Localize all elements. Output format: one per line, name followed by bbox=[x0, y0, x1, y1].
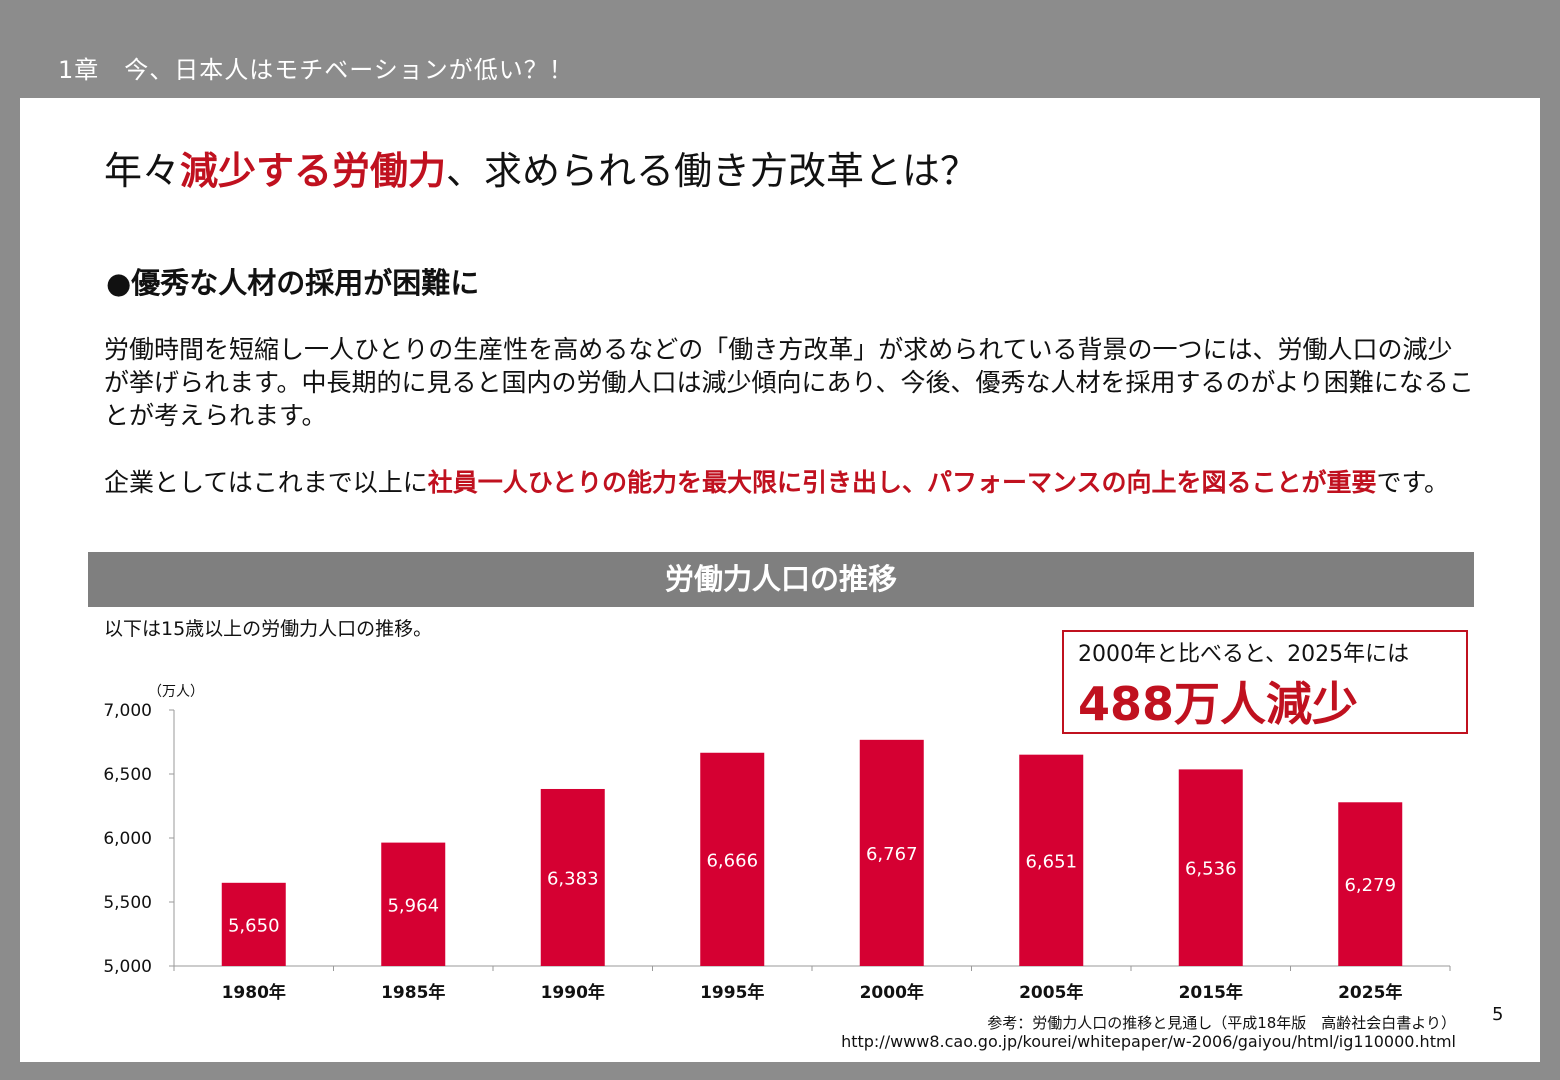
y-axis-unit: （万人） bbox=[148, 684, 204, 700]
slide: 年々減少する労働力、求められる働き方改革とは？ ●優秀な人材の採用が困難に 労働… bbox=[20, 98, 1540, 1062]
x-category-label: 1990年 bbox=[541, 982, 605, 1003]
bar bbox=[221, 882, 286, 966]
paragraph2-highlight: 社員一人ひとりの能力を最大限に引き出し、パフォーマンスの向上を図ることが重要 bbox=[427, 468, 1377, 497]
page-number: 5 bbox=[1492, 1004, 1504, 1025]
x-category-label: 1980年 bbox=[222, 982, 286, 1003]
x-category-label: 2025年 bbox=[1338, 982, 1402, 1003]
chart-band-title: 労働力人口の推移 bbox=[88, 552, 1474, 607]
bar bbox=[381, 842, 446, 966]
chapter-heading: 1章 今、日本人はモチベーションが低い？！ bbox=[58, 56, 574, 84]
bar bbox=[1338, 802, 1403, 966]
section-heading: ●優秀な人材の採用が困難に bbox=[106, 266, 480, 300]
y-tick-label: 6,500 bbox=[103, 765, 152, 785]
slide-title: 年々減少する労働力、求められる働き方改革とは？ bbox=[104, 140, 978, 195]
x-category-label: 2005年 bbox=[1019, 982, 1083, 1003]
callout-text: 2000年と比べると、2025年には bbox=[1078, 642, 1410, 667]
bar-value-label: 6,767 bbox=[866, 844, 918, 865]
bar-value-label: 5,964 bbox=[387, 895, 439, 916]
y-tick-label: 5,000 bbox=[103, 957, 152, 977]
source-citation: 参考：労働力人口の推移と見通し（平成18年版 高齢社会白書より） bbox=[987, 1014, 1456, 1032]
paragraph2-suffix: です。 bbox=[1376, 468, 1450, 497]
bar-value-label: 6,279 bbox=[1344, 875, 1396, 896]
bar bbox=[540, 788, 605, 966]
title-prefix: 年々 bbox=[104, 149, 181, 193]
bar-value-label: 5,650 bbox=[228, 915, 280, 936]
body-paragraph-2: 企業としてはこれまで以上に社員一人ひとりの能力を最大限に引き出し、パフォーマンス… bbox=[104, 466, 1474, 499]
body-paragraph-1: 労働時間を短縮し一人ひとりの生産性を高めるなどの「働き方改革」が求められている背… bbox=[104, 335, 1474, 430]
y-tick-label: 7,000 bbox=[103, 701, 152, 721]
bar-chart: （万人） 5,000 5,500 6,000 6,500 7,000 5,650 1980年 5… bbox=[103, 684, 1451, 1003]
bar bbox=[1019, 754, 1084, 966]
callout-box: 2000年と比べると、2025年には 488万人減少 bbox=[1062, 630, 1468, 734]
x-category-label: 2015年 bbox=[1179, 982, 1243, 1003]
bar bbox=[700, 752, 765, 966]
y-tick-label: 6,000 bbox=[103, 829, 152, 849]
bar bbox=[859, 739, 924, 966]
title-suffix: 、求められる働き方改革とは？ bbox=[446, 149, 979, 193]
bar-value-label: 6,666 bbox=[706, 850, 758, 871]
chart-note: 以下は15歳以上の労働力人口の推移。 bbox=[104, 618, 433, 640]
bar-value-label: 6,383 bbox=[547, 868, 599, 889]
bar-value-label: 6,536 bbox=[1185, 859, 1237, 880]
x-category-label: 2000年 bbox=[860, 982, 924, 1003]
callout-figure: 488万人減少 bbox=[1078, 677, 1359, 731]
title-highlight: 減少する労働力 bbox=[180, 149, 447, 193]
x-category-label: 1985年 bbox=[381, 982, 445, 1003]
bar-value-label: 6,651 bbox=[1025, 851, 1077, 872]
x-category-label: 1995年 bbox=[700, 982, 764, 1003]
source-url: http://www8.cao.go.jp/kourei/whitepaper/… bbox=[841, 1032, 1456, 1051]
y-tick-label: 5,500 bbox=[103, 893, 152, 913]
bar bbox=[1178, 769, 1243, 966]
paragraph2-prefix: 企業としてはこれまで以上に bbox=[104, 468, 428, 497]
